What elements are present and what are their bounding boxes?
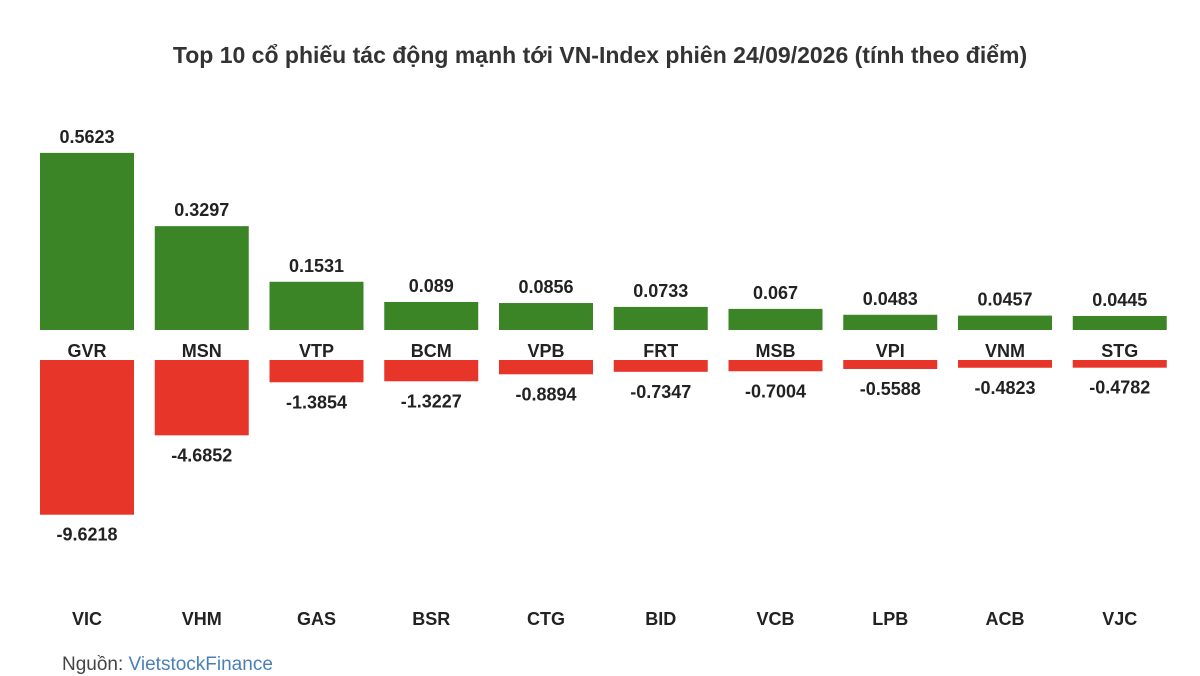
source-link[interactable]: VietstockFinance [128, 654, 273, 675]
negative-ticker-label: GAS [297, 609, 336, 629]
positive-ticker-label: BCM [411, 341, 452, 361]
negative-value-label: -0.5588 [860, 379, 921, 399]
negative-bar-gas [269, 360, 364, 383]
negative-value-label: -4.6852 [171, 445, 232, 465]
positive-ticker-label: MSB [756, 341, 796, 361]
positive-bar-frt [613, 306, 708, 330]
positive-value-label: 0.089 [409, 276, 454, 296]
positive-ticker-label: VPI [876, 341, 905, 361]
negative-bar-vic [40, 360, 134, 515]
positive-value-label: 0.0457 [977, 290, 1032, 310]
negative-ticker-label: VIC [72, 609, 102, 629]
negative-bar-lpb [843, 360, 938, 369]
negative-ticker-label: BSR [412, 609, 450, 629]
positive-bar-vtp [269, 281, 364, 330]
positive-value-label: 0.3297 [174, 200, 229, 220]
positive-bar-msb [728, 308, 823, 330]
positive-ticker-label: VNM [985, 341, 1025, 361]
positive-value-label: 0.0483 [863, 289, 918, 309]
positive-bar-vpb [499, 303, 593, 330]
positive-value-label: 0.067 [753, 283, 798, 303]
source-prefix: Nguồn: [62, 654, 129, 675]
negative-bar-vhm [154, 360, 249, 436]
negative-value-label: -9.6218 [56, 525, 117, 545]
positive-ticker-label: MSN [182, 341, 222, 361]
negative-value-label: -1.3854 [286, 392, 347, 412]
positive-value-label: 0.0445 [1092, 290, 1147, 310]
source-note: Nguồn: VietstockFinance [62, 654, 273, 676]
negative-value-label: -0.4823 [974, 378, 1035, 398]
negative-ticker-label: VHM [182, 609, 222, 629]
negative-bar-vcb [728, 360, 823, 372]
negative-value-label: -0.8894 [515, 384, 576, 404]
negative-bar-vjc [1072, 360, 1167, 368]
negative-value-label: -1.3227 [401, 391, 462, 411]
negative-ticker-label: ACB [986, 609, 1025, 629]
negative-value-label: -0.7004 [745, 381, 806, 401]
positive-bar-gvr [40, 152, 134, 330]
negative-ticker-label: VCB [756, 609, 794, 629]
positive-ticker-label: STG [1101, 341, 1138, 361]
negative-ticker-label: CTG [527, 609, 565, 629]
positive-value-label: 0.1531 [289, 256, 344, 276]
negative-value-label: -0.4782 [1089, 378, 1150, 398]
negative-bar-bsr [384, 360, 479, 382]
positive-ticker-label: VTP [299, 341, 334, 361]
positive-bar-msn [154, 226, 249, 330]
positive-value-label: 0.5623 [59, 127, 114, 147]
chart-title: Top 10 cổ phiếu tác động mạnh tới VN-Ind… [172, 42, 1028, 68]
positive-value-label: 0.0856 [518, 277, 573, 297]
negative-value-label: -0.7347 [630, 382, 691, 402]
positive-bar-bcm [384, 301, 479, 330]
positive-bar-stg [1072, 315, 1167, 330]
positive-value-label: 0.0733 [633, 281, 688, 301]
positive-ticker-label: VPB [527, 341, 564, 361]
positive-ticker-label: GVR [67, 341, 106, 361]
negative-ticker-label: BID [645, 609, 676, 629]
negative-ticker-label: VJC [1102, 609, 1137, 629]
positive-bar-vnm [958, 315, 1052, 330]
positive-bar-vpi [843, 314, 938, 330]
negative-bar-acb [958, 360, 1052, 368]
negative-bar-bid [613, 360, 708, 372]
positive-ticker-label: FRT [643, 341, 678, 361]
negative-bar-ctg [499, 360, 593, 375]
negative-ticker-label: LPB [872, 609, 908, 629]
